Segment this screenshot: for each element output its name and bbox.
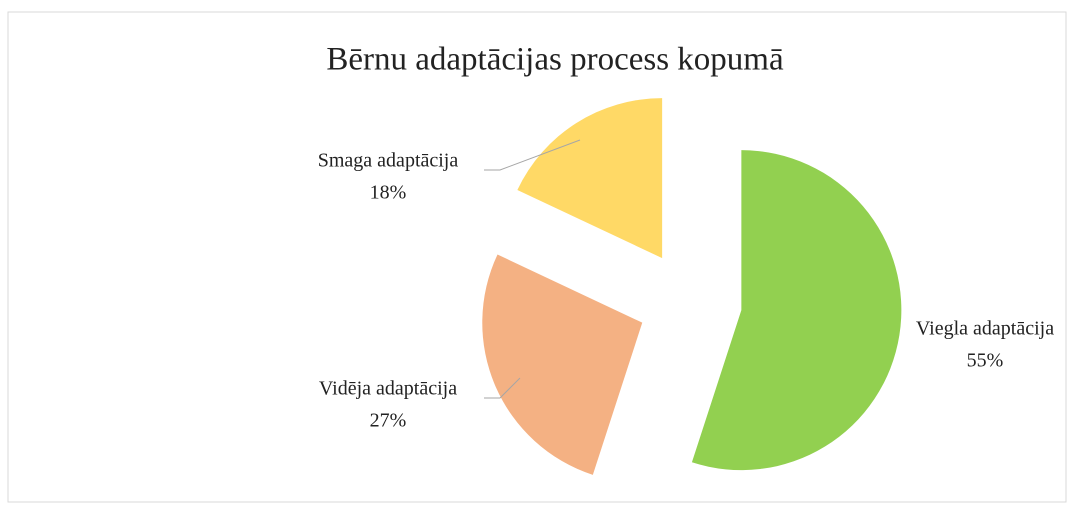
slice-value-label: 55% (967, 350, 1004, 372)
slice-value-label: 18% (370, 182, 407, 204)
slice-label: Viegla adaptācija (916, 318, 1054, 340)
leader-line (484, 377, 521, 399)
slice-label: Smaga adaptācija (318, 150, 459, 172)
slice-value-label: 27% (370, 410, 407, 432)
leader-line (484, 139, 581, 171)
pie-slice (517, 98, 663, 259)
pie-slice (691, 150, 902, 471)
slice-label: Vidēja adaptācija (319, 378, 457, 400)
pie-slice (482, 254, 643, 475)
chart-title: Bērnu adaptācijas process kopumā (326, 42, 784, 78)
